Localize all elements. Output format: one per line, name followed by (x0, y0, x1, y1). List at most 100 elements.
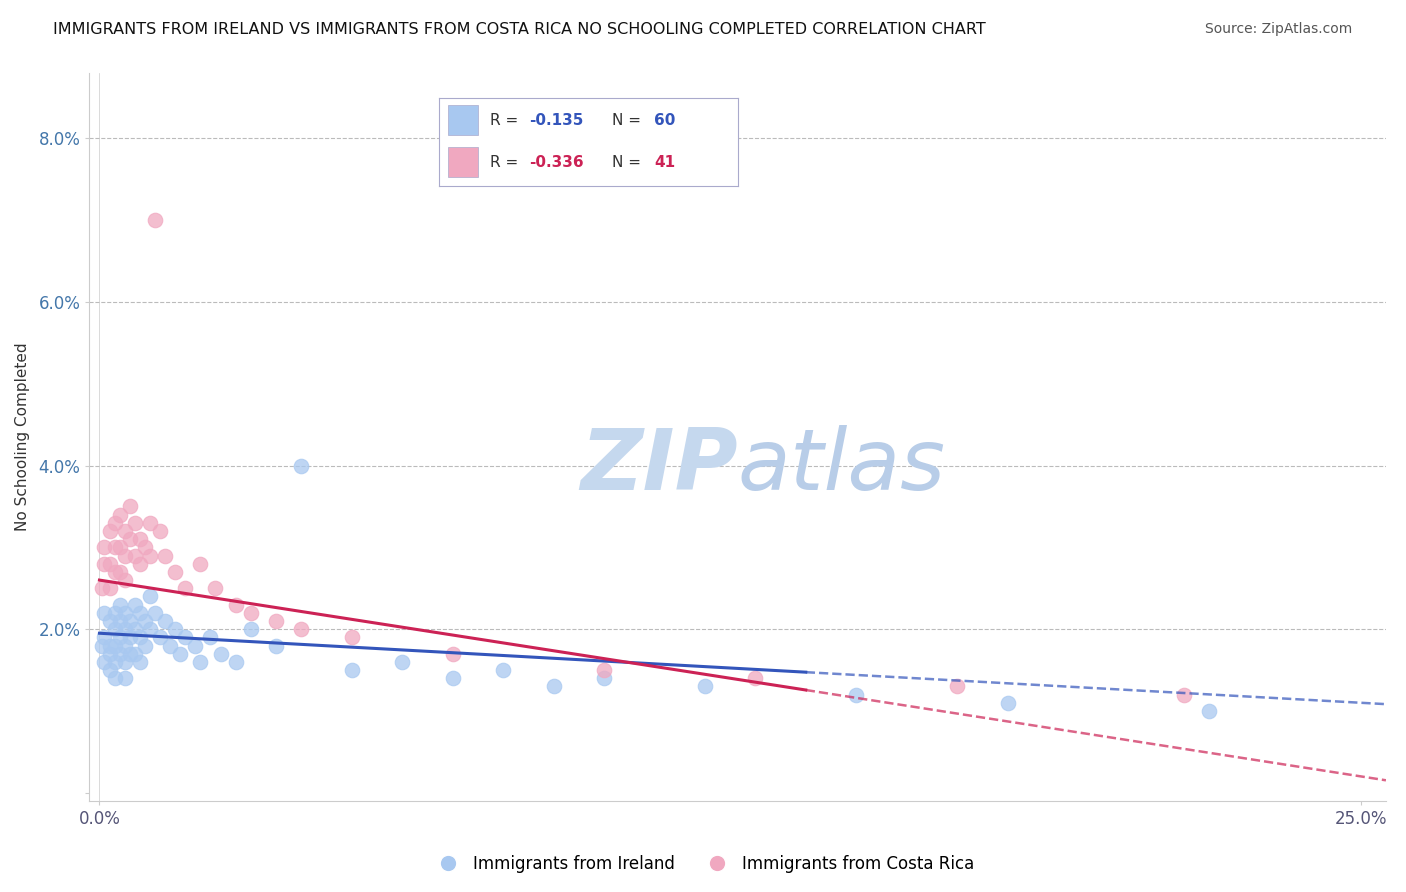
Point (93, 655, 115, 669)
Point (103, 565, 125, 579)
Point (128, 606, 150, 620)
Point (118, 614, 141, 628)
Point (108, 630, 131, 644)
Point (184, 639, 207, 653)
Point (128, 630, 150, 644)
Point (118, 500, 141, 514)
Point (93, 541, 115, 555)
Point (103, 671, 125, 685)
Point (946, 680, 969, 694)
Point (340, 630, 363, 644)
Point (124, 622, 146, 636)
Point (114, 671, 136, 685)
Point (93, 557, 115, 571)
Point (200, 630, 222, 644)
Y-axis label: No Schooling Completed: No Schooling Completed (15, 343, 30, 532)
Point (845, 688, 868, 702)
Point (290, 458, 312, 473)
Point (139, 549, 162, 563)
Point (108, 508, 131, 522)
Point (103, 606, 125, 620)
Point (997, 696, 1019, 710)
Legend: Immigrants from Ireland, Immigrants from Costa Rica: Immigrants from Ireland, Immigrants from… (425, 848, 981, 880)
Point (98, 581, 121, 595)
Point (204, 581, 226, 595)
Point (103, 622, 125, 636)
Point (239, 622, 262, 636)
Point (108, 541, 131, 555)
Point (543, 680, 565, 694)
Point (149, 524, 172, 538)
Point (128, 655, 150, 669)
Point (98, 639, 121, 653)
Point (124, 516, 146, 530)
Point (264, 614, 287, 628)
Point (98, 647, 121, 661)
Point (225, 655, 247, 669)
Point (98, 663, 121, 677)
Point (143, 213, 166, 227)
Point (108, 565, 131, 579)
Point (744, 671, 766, 685)
Point (239, 606, 262, 620)
Point (174, 630, 197, 644)
Point (124, 549, 146, 563)
Point (165, 622, 187, 636)
Point (128, 557, 150, 571)
Point (114, 622, 136, 636)
Point (114, 606, 136, 620)
Point (103, 541, 125, 555)
Point (153, 549, 176, 563)
Point (108, 647, 131, 661)
Text: Source: ZipAtlas.com: Source: ZipAtlas.com (1205, 22, 1353, 37)
Point (593, 671, 616, 685)
Point (103, 516, 125, 530)
Point (209, 647, 232, 661)
Point (441, 647, 464, 661)
Point (114, 573, 136, 587)
Text: atlas: atlas (738, 425, 946, 508)
Point (128, 532, 150, 546)
Point (93, 630, 115, 644)
Point (98, 524, 121, 538)
Point (391, 655, 413, 669)
Point (1198, 704, 1220, 718)
Text: ZIP: ZIP (581, 425, 738, 508)
Point (1173, 688, 1195, 702)
Point (114, 549, 136, 563)
Point (124, 647, 146, 661)
Point (340, 663, 363, 677)
Text: IMMIGRANTS FROM IRELAND VS IMMIGRANTS FROM COSTA RICA NO SCHOOLING COMPLETED COR: IMMIGRANTS FROM IRELAND VS IMMIGRANTS FR… (53, 22, 986, 37)
Point (118, 532, 141, 546)
Point (492, 663, 515, 677)
Point (114, 639, 136, 653)
Point (108, 614, 131, 628)
Point (139, 622, 162, 636)
Point (693, 680, 716, 694)
Point (441, 671, 464, 685)
Point (593, 663, 616, 677)
Point (143, 606, 166, 620)
Point (103, 655, 125, 669)
Point (91, 581, 114, 595)
Point (114, 655, 136, 669)
Point (165, 565, 187, 579)
Point (225, 598, 247, 612)
Point (98, 557, 121, 571)
Point (118, 647, 141, 661)
Point (149, 630, 172, 644)
Point (139, 590, 162, 604)
Point (153, 614, 176, 628)
Point (91, 639, 114, 653)
Point (108, 598, 131, 612)
Point (159, 639, 181, 653)
Point (139, 516, 162, 530)
Point (124, 598, 146, 612)
Point (98, 614, 121, 628)
Point (169, 647, 191, 661)
Point (134, 614, 156, 628)
Point (264, 639, 287, 653)
Point (174, 581, 197, 595)
Point (188, 557, 211, 571)
Point (103, 639, 125, 653)
